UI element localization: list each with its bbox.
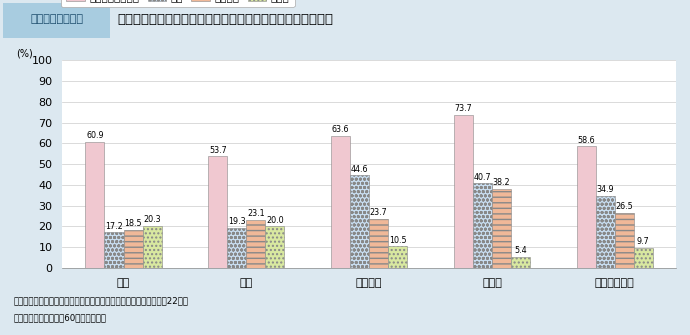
Bar — [615, 213, 634, 268]
Text: 20.0: 20.0 — [266, 216, 284, 225]
Legend: 別居の家族・親族, 友人, 近所の人, いない: 別居の家族・親族, 友人, 近所の人, いない — [61, 0, 295, 7]
Bar — [124, 229, 143, 268]
Text: 資料：内閣府「高齢者の生活と意識に関する国際比較調査」（平成22年）: 資料：内閣府「高齢者の生活と意識に関する国際比較調査」（平成22年） — [14, 296, 189, 306]
Text: （注）調査対象は、60歳以上の男女: （注）調査対象は、60歳以上の男女 — [14, 313, 107, 322]
Text: 26.5: 26.5 — [615, 202, 633, 211]
Bar — [331, 136, 350, 268]
Bar — [473, 184, 492, 268]
Bar — [454, 115, 473, 268]
Text: 38.2: 38.2 — [493, 178, 511, 187]
Text: 23.1: 23.1 — [247, 209, 265, 218]
Text: 63.6: 63.6 — [332, 125, 349, 134]
Text: 40.7: 40.7 — [473, 173, 491, 182]
Text: 53.7: 53.7 — [209, 146, 226, 155]
Text: 9.7: 9.7 — [637, 237, 650, 246]
Bar — [511, 257, 530, 268]
Bar — [246, 220, 266, 268]
Text: 5.4: 5.4 — [514, 246, 527, 255]
Text: 17.2: 17.2 — [105, 222, 123, 230]
Text: 同居の家族以外で困ったときに頼れる人の有無（複数回答）: 同居の家族以外で困ったときに頼れる人の有無（複数回答） — [117, 13, 333, 26]
Text: 34.9: 34.9 — [596, 185, 614, 194]
Text: 10.5: 10.5 — [389, 236, 406, 245]
Text: 18.5: 18.5 — [124, 219, 142, 228]
Bar — [143, 226, 161, 268]
Bar — [595, 196, 615, 268]
Bar — [104, 232, 124, 268]
Text: 58.6: 58.6 — [578, 136, 595, 145]
Bar — [208, 156, 227, 268]
Text: 23.7: 23.7 — [370, 208, 388, 217]
Text: (%): (%) — [16, 48, 33, 58]
Text: 19.3: 19.3 — [228, 217, 246, 226]
Text: 60.9: 60.9 — [86, 131, 104, 140]
Bar — [3, 3, 110, 38]
Bar — [86, 141, 104, 268]
Bar — [634, 248, 653, 268]
Bar — [492, 189, 511, 268]
Text: 44.6: 44.6 — [351, 165, 368, 174]
Bar — [227, 228, 246, 268]
Text: 73.7: 73.7 — [455, 104, 472, 113]
Bar — [577, 146, 595, 268]
Bar — [388, 246, 407, 268]
Bar — [369, 219, 388, 268]
Text: 図１－３－２－３: 図１－３－２－３ — [30, 14, 83, 24]
Bar — [350, 175, 369, 268]
Bar — [266, 226, 284, 268]
Text: 20.3: 20.3 — [144, 215, 161, 224]
